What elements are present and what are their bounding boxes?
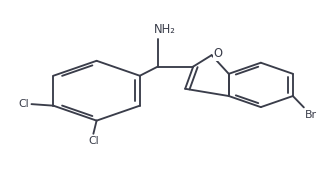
Text: NH₂: NH₂ bbox=[154, 23, 176, 36]
Text: Cl: Cl bbox=[88, 136, 99, 146]
Text: Cl: Cl bbox=[18, 99, 29, 109]
Text: Br: Br bbox=[305, 110, 317, 120]
Text: O: O bbox=[213, 47, 223, 60]
